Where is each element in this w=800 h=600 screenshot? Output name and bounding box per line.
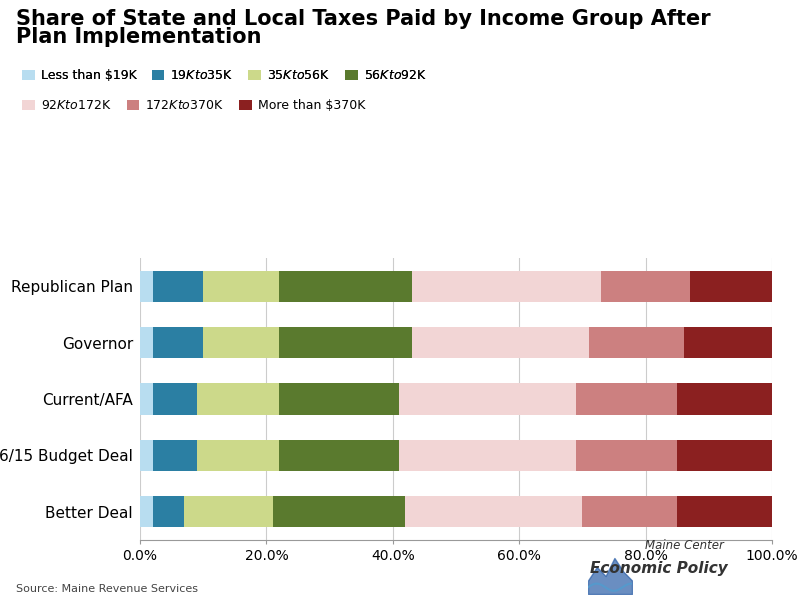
Text: Plan Implementation: Plan Implementation [16, 27, 262, 47]
Bar [153, 383, 197, 415]
Bar [153, 496, 184, 527]
Bar [273, 496, 406, 527]
Text: Economic Policy: Economic Policy [590, 561, 728, 576]
Legend: Less than $19K, $19K to $35K, $35K to $56K, $56K to $92K: Less than $19K, $19K to $35K, $35K to $5… [22, 69, 426, 82]
Bar [203, 327, 279, 358]
Bar [140, 271, 153, 302]
Bar [197, 440, 279, 471]
Text: Share of State and Local Taxes Paid by Income Group After: Share of State and Local Taxes Paid by I… [16, 9, 710, 29]
Bar [678, 383, 772, 415]
Bar [399, 383, 576, 415]
Bar [140, 496, 153, 527]
Bar [153, 327, 203, 358]
Bar [197, 383, 279, 415]
Bar [140, 327, 153, 358]
Bar [576, 440, 678, 471]
Bar [399, 440, 576, 471]
Bar [153, 271, 203, 302]
Bar [690, 271, 772, 302]
Bar [602, 271, 690, 302]
Bar [589, 327, 683, 358]
Bar [576, 383, 678, 415]
Bar [279, 383, 399, 415]
Bar [406, 496, 582, 527]
Legend: $92K to $172K, $172K to $370K, More than $370K: $92K to $172K, $172K to $370K, More than… [22, 99, 366, 112]
Text: Maine Center: Maine Center [646, 539, 728, 552]
Bar [412, 327, 589, 358]
Bar [153, 440, 197, 471]
Bar [184, 496, 273, 527]
Bar [279, 440, 399, 471]
Bar [412, 271, 602, 302]
Bar [678, 440, 772, 471]
Bar [140, 383, 153, 415]
Bar [140, 440, 153, 471]
Bar [279, 327, 412, 358]
Bar [203, 271, 279, 302]
Text: Source: Maine Revenue Services: Source: Maine Revenue Services [16, 584, 198, 594]
Bar [279, 271, 412, 302]
Bar [678, 496, 772, 527]
Bar [683, 327, 772, 358]
Bar [582, 496, 678, 527]
